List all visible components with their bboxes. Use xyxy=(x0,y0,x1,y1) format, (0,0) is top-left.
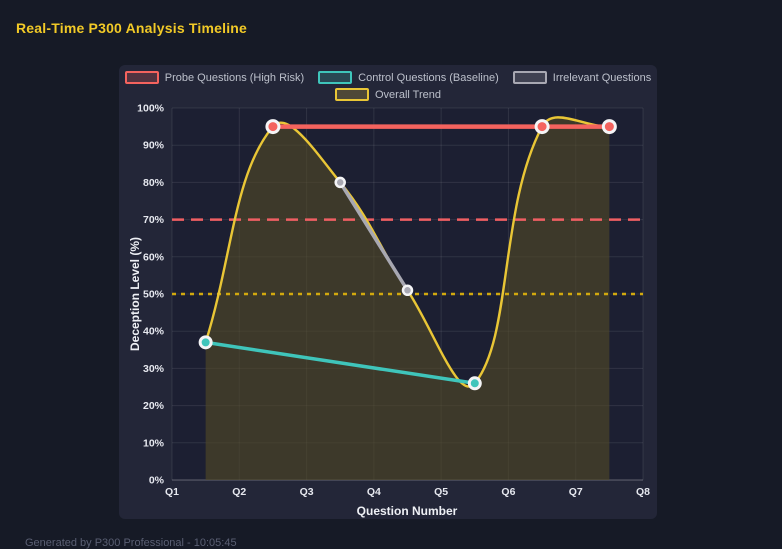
legend-swatch xyxy=(124,71,159,84)
x-tick-label: Q5 xyxy=(434,486,448,498)
legend-row-1: Probe Questions (High Risk) Control Quest… xyxy=(124,71,652,84)
data-point-marker[interactable] xyxy=(198,335,213,350)
data-point-marker[interactable] xyxy=(601,119,617,135)
data-point-marker[interactable] xyxy=(401,284,414,297)
legend-swatch xyxy=(334,88,369,101)
x-tick-label: Q4 xyxy=(367,486,381,498)
y-axis-title: Deception Level (%) xyxy=(128,236,142,352)
y-tick-label: 10% xyxy=(143,437,165,449)
x-tick-label: Q3 xyxy=(300,486,314,498)
series-line xyxy=(338,180,410,293)
legend-label: Control Questions (Baseline) xyxy=(358,71,499,84)
series-line xyxy=(203,340,477,386)
y-tick-label: 50% xyxy=(143,289,165,301)
chart-plot-area[interactable]: Q1 Q2 Q3 Q4 Q5 Q6 Q7 Q8 0% 10% 20% 30% 40% 50% 60% 70% 8… xyxy=(119,65,657,519)
legend-label: Overall Trend xyxy=(374,88,442,101)
page-title: Real-Time P300 Analysis Timeline xyxy=(16,20,248,36)
legend-label: Probe Questions (High Risk) xyxy=(164,71,305,84)
y-tick-label: 40% xyxy=(143,326,165,338)
x-axis-title: Question Number xyxy=(356,504,458,518)
x-tick-label: Q6 xyxy=(501,486,515,498)
legend-swatch xyxy=(512,71,547,84)
chart-card: Probe Questions (High Risk) Control Quest… xyxy=(119,65,657,519)
x-tick-label: Q8 xyxy=(636,486,650,498)
legend-row-2: Overall Trend xyxy=(334,88,442,101)
legend-item[interactable]: Overall Trend xyxy=(334,88,442,101)
data-point-marker[interactable] xyxy=(265,119,281,135)
legend-label: Irrelevant Questions xyxy=(552,71,652,84)
footer-note: Generated by P300 Professional - 10:05:4… xyxy=(25,537,237,549)
x-tick-label: Q2 xyxy=(232,486,246,498)
data-point-marker[interactable] xyxy=(334,176,346,189)
chart-legend: Probe Questions (High Risk) Control Quest… xyxy=(119,71,657,101)
trend-area-fill xyxy=(205,117,610,481)
y-tick-label: 100% xyxy=(137,103,165,115)
y-tick-label: 60% xyxy=(143,251,165,263)
data-point-marker[interactable] xyxy=(534,119,550,135)
legend-swatch xyxy=(318,71,353,84)
x-tick-label: Q1 xyxy=(165,486,179,498)
y-tick-label: 70% xyxy=(143,214,165,226)
data-point-marker[interactable] xyxy=(467,376,482,391)
legend-item[interactable]: Control Questions (Baseline) xyxy=(318,71,499,84)
y-tick-label: 30% xyxy=(143,363,165,375)
y-tick-label: 90% xyxy=(143,140,165,152)
x-tick-label: Q7 xyxy=(569,486,583,498)
y-tick-label: 20% xyxy=(143,400,165,412)
y-tick-label: 80% xyxy=(143,177,165,189)
legend-item[interactable]: Probe Questions (High Risk) xyxy=(124,71,305,84)
legend-item[interactable]: Irrelevant Questions xyxy=(512,71,652,84)
y-tick-label: 0% xyxy=(149,475,165,487)
